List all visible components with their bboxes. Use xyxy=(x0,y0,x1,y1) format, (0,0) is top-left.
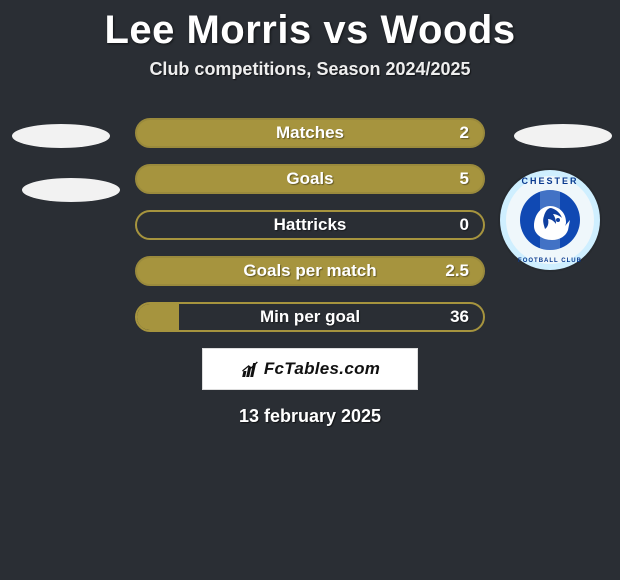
title-vs: vs xyxy=(323,8,369,52)
stat-value: 2.5 xyxy=(445,261,469,281)
stat-label: Min per goal xyxy=(260,307,360,327)
badge-core xyxy=(520,190,580,250)
bar-chart-icon xyxy=(240,359,260,379)
stat-row-min-per-goal: Min per goal 36 xyxy=(135,302,485,332)
title-player2: Woods xyxy=(380,8,515,52)
stat-value: 0 xyxy=(460,215,469,235)
stats-block: Matches 2 Goals 5 Hattricks 0 Goals per … xyxy=(135,118,485,332)
page-title: Lee Morris vs Woods xyxy=(0,0,620,53)
brand-text: FcTables.com xyxy=(264,359,380,379)
stat-label: Goals per match xyxy=(243,261,376,281)
club-badge-chester: CHESTER FOOTBALL CLUB xyxy=(500,170,600,270)
stat-label: Goals xyxy=(286,169,333,189)
badge-bottom-text: FOOTBALL CLUB xyxy=(500,258,600,264)
stat-row-goals: Goals 5 xyxy=(135,164,485,194)
stat-row-matches: Matches 2 xyxy=(135,118,485,148)
stat-row-hattricks: Hattricks 0 xyxy=(135,210,485,240)
page-root: Lee Morris vs Woods Club competitions, S… xyxy=(0,0,620,580)
placeholder-left-1 xyxy=(12,124,110,148)
stat-value: 5 xyxy=(460,169,469,189)
placeholder-right-1 xyxy=(514,124,612,148)
stat-value: 36 xyxy=(450,307,469,327)
stat-value: 2 xyxy=(460,123,469,143)
badge-top-text: CHESTER xyxy=(500,176,600,186)
stat-label: Hattricks xyxy=(274,215,347,235)
stat-row-goals-per-match: Goals per match 2.5 xyxy=(135,256,485,286)
stat-label: Matches xyxy=(276,123,344,143)
title-player1: Lee Morris xyxy=(104,8,311,52)
stat-fill xyxy=(137,304,179,330)
footer-date: 13 february 2025 xyxy=(0,406,620,427)
placeholder-left-2 xyxy=(22,178,120,202)
brand-box: FcTables.com xyxy=(202,348,418,390)
subtitle: Club competitions, Season 2024/2025 xyxy=(0,59,620,80)
wolf-icon xyxy=(520,190,580,250)
